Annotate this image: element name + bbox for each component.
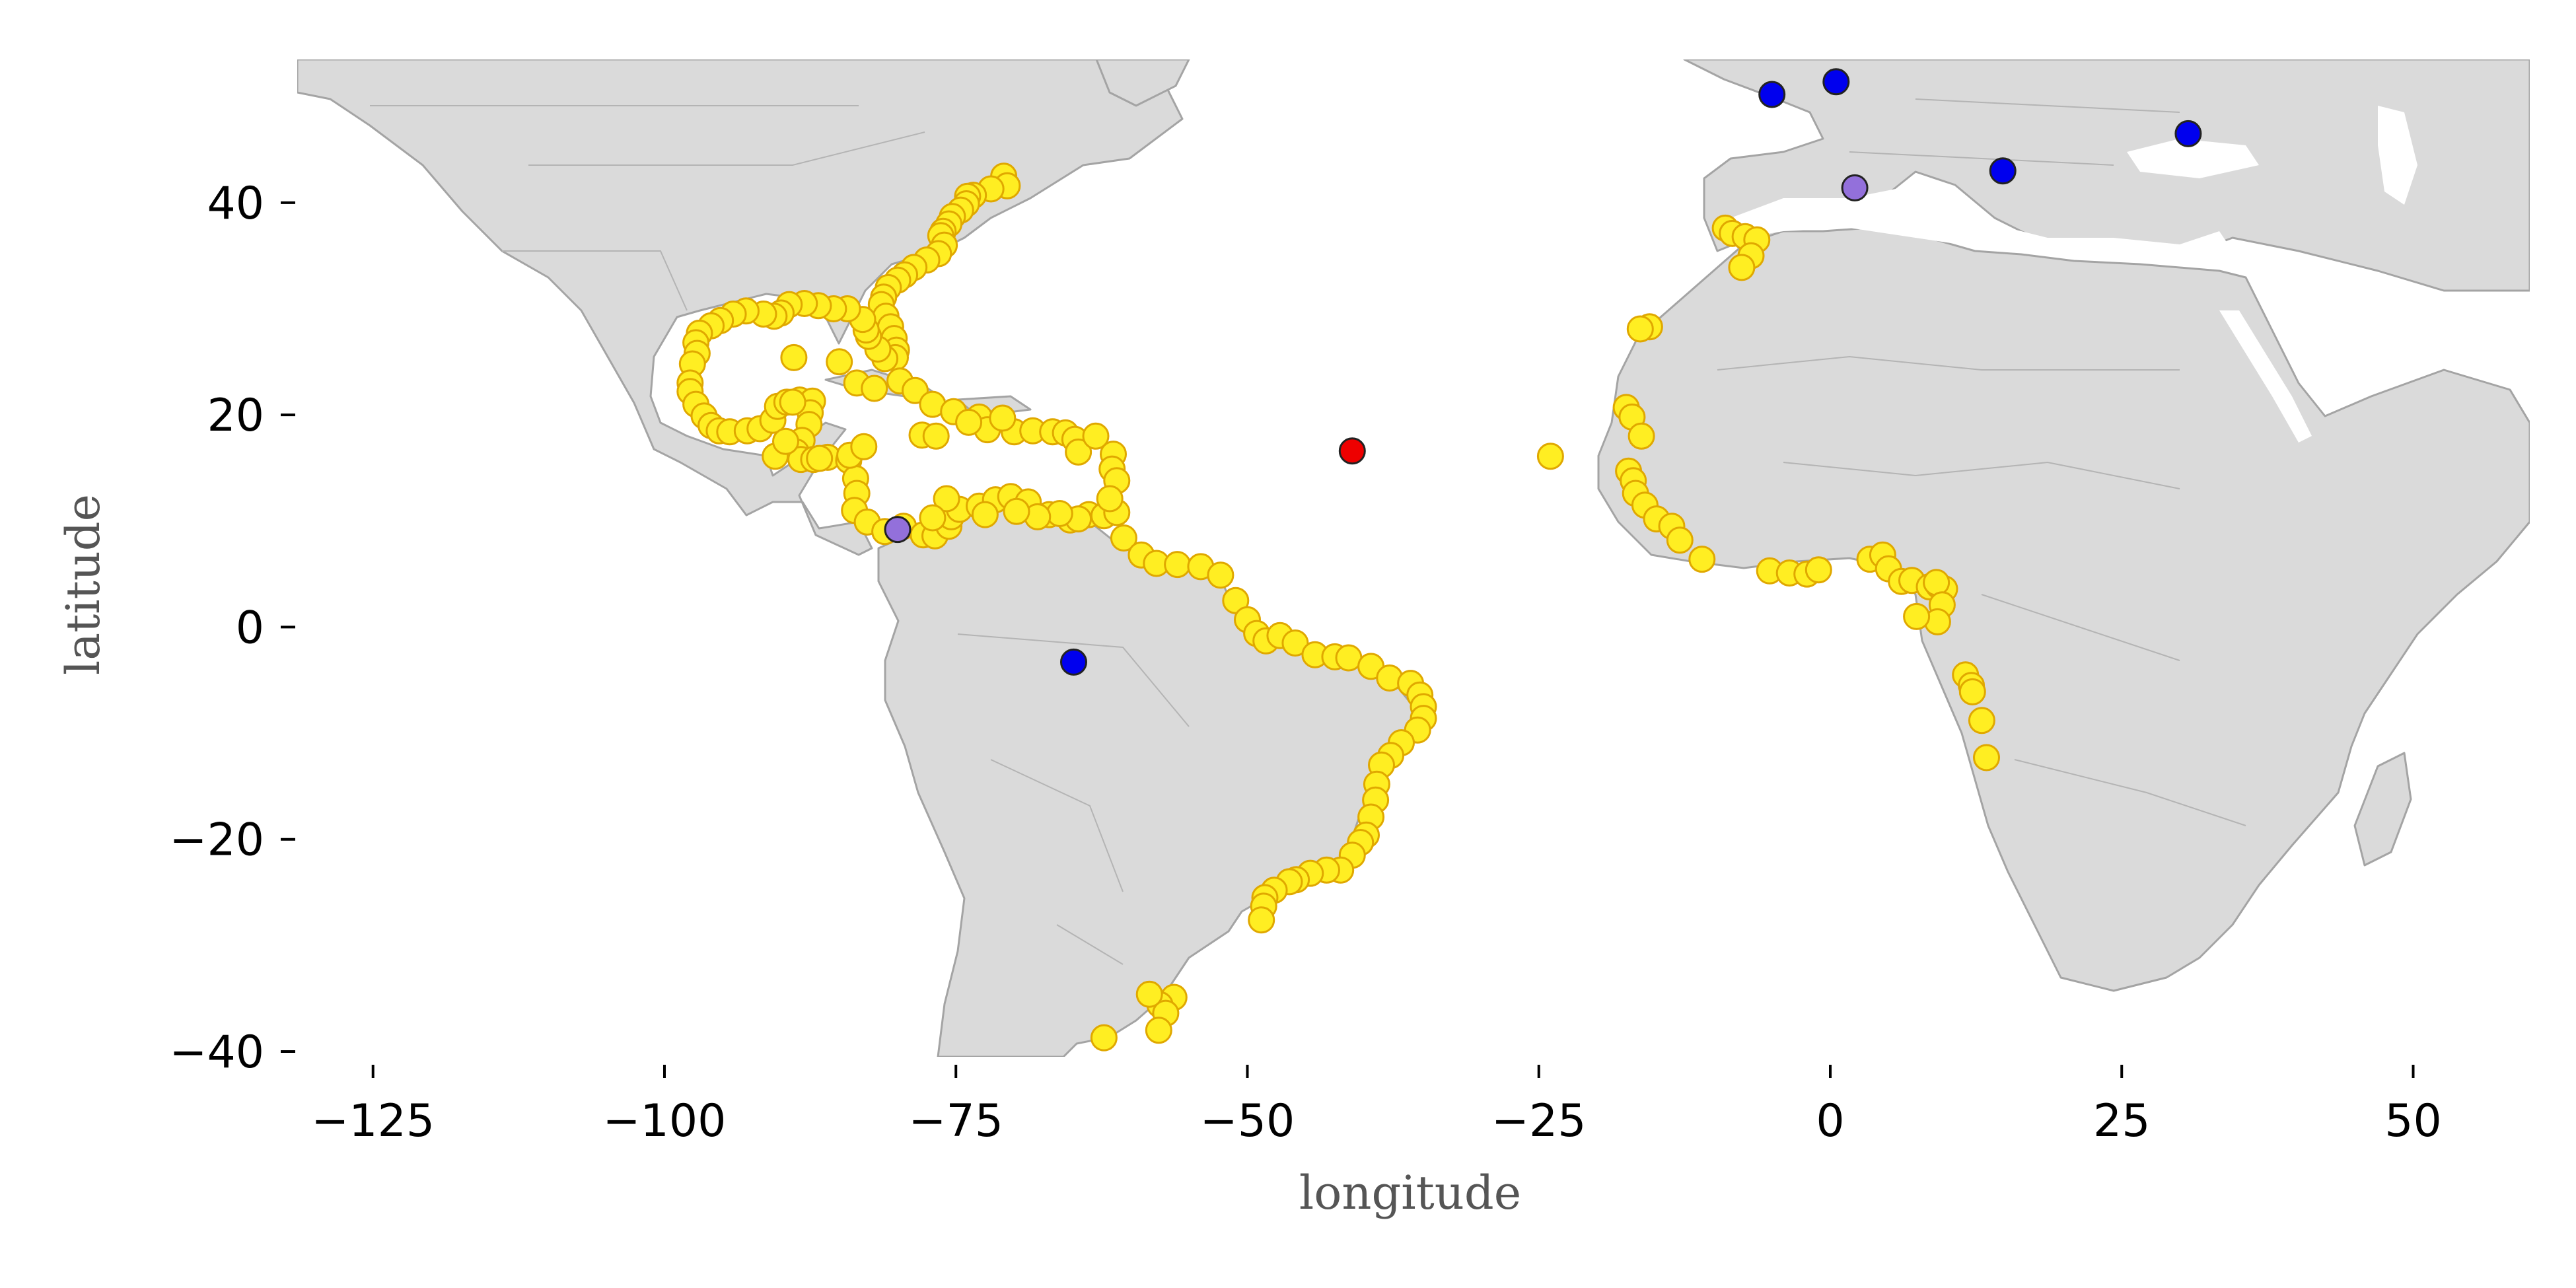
location-point (1688, 546, 1716, 573)
x-tick-label: 0 (1816, 1095, 1844, 1147)
y-tick-label: 0 (236, 602, 264, 654)
location-point (2174, 120, 2202, 147)
location-point (1968, 707, 1995, 734)
land-madagascar (2353, 752, 2412, 867)
location-point (1666, 526, 1694, 554)
location-point (1164, 551, 1192, 579)
location-point (1626, 315, 1654, 343)
location-point (933, 485, 960, 513)
red-sea (2219, 310, 2312, 443)
location-point (1096, 485, 1124, 513)
x-axis: −125 −100 −75 −50 −25 0 25 50 (311, 1065, 2442, 1147)
location-point (1281, 629, 1309, 657)
location-point (1536, 443, 1564, 470)
black-sea (2127, 139, 2259, 178)
location-point (971, 501, 999, 528)
location-point (922, 422, 950, 450)
point-series-2 (1338, 437, 1366, 465)
location-point (989, 404, 1017, 432)
land-africa (1597, 227, 2530, 992)
x-tick-label: −75 (908, 1095, 1003, 1147)
x-tick-label: −50 (1200, 1095, 1295, 1147)
location-point (1628, 422, 1655, 450)
y-tick-label: −20 (169, 814, 264, 867)
caspian-sea (2378, 106, 2417, 205)
location-point (779, 388, 806, 416)
mediterranean-sea (1731, 185, 2233, 264)
point-series-3 (884, 174, 1869, 544)
location-point (1989, 157, 2017, 185)
y-tick-label: −40 (169, 1026, 264, 1079)
location-point (772, 427, 799, 455)
location-point (1207, 561, 1234, 589)
location-point (780, 343, 808, 371)
location-point (1065, 438, 1092, 466)
location-point (919, 504, 947, 532)
x-tick-label: 50 (2384, 1095, 2442, 1147)
location-point (1728, 254, 1756, 281)
x-tick-label: −125 (311, 1095, 435, 1147)
location-point (1958, 678, 1986, 705)
location-point (1135, 980, 1163, 1008)
basemap-land (297, 59, 2530, 1057)
x-tick-label: −25 (1491, 1095, 1587, 1147)
country-borders (370, 98, 2246, 965)
x-tick-label: −100 (603, 1095, 727, 1147)
location-point (884, 516, 912, 544)
location-point (1822, 68, 1850, 96)
location-point (955, 408, 983, 436)
y-axis-title: latitude (56, 494, 110, 675)
location-point (1338, 437, 1366, 465)
location-point (861, 375, 888, 402)
y-tick-label: 20 (207, 390, 264, 442)
x-axis-title: longitude (1299, 1166, 1521, 1220)
x-tick-label: 25 (2093, 1095, 2151, 1147)
y-tick-label: 40 (207, 178, 264, 230)
location-point (1145, 1017, 1172, 1044)
location-point (1003, 497, 1030, 525)
location-point (826, 348, 853, 376)
location-point (1758, 81, 1786, 108)
land-south-america (877, 501, 1415, 1057)
location-point (1841, 174, 1869, 201)
location-point (1805, 556, 1832, 584)
location-point (1046, 500, 1073, 527)
location-point (806, 445, 834, 472)
location-point (1060, 648, 1087, 676)
location-point (1973, 744, 2000, 771)
location-point (1090, 1024, 1118, 1052)
location-point (850, 433, 878, 460)
scatter-points (676, 68, 2202, 1052)
land-greenland (1095, 59, 1190, 107)
point-series-0 (676, 162, 2000, 1052)
point-series-1 (1060, 68, 2202, 676)
location-point (1110, 524, 1137, 552)
y-axis: −40 −20 0 20 40 (169, 178, 295, 1079)
location-point (1248, 906, 1275, 934)
location-point (1903, 602, 1931, 630)
location-point (1923, 569, 1950, 596)
location-point (1082, 422, 1110, 450)
